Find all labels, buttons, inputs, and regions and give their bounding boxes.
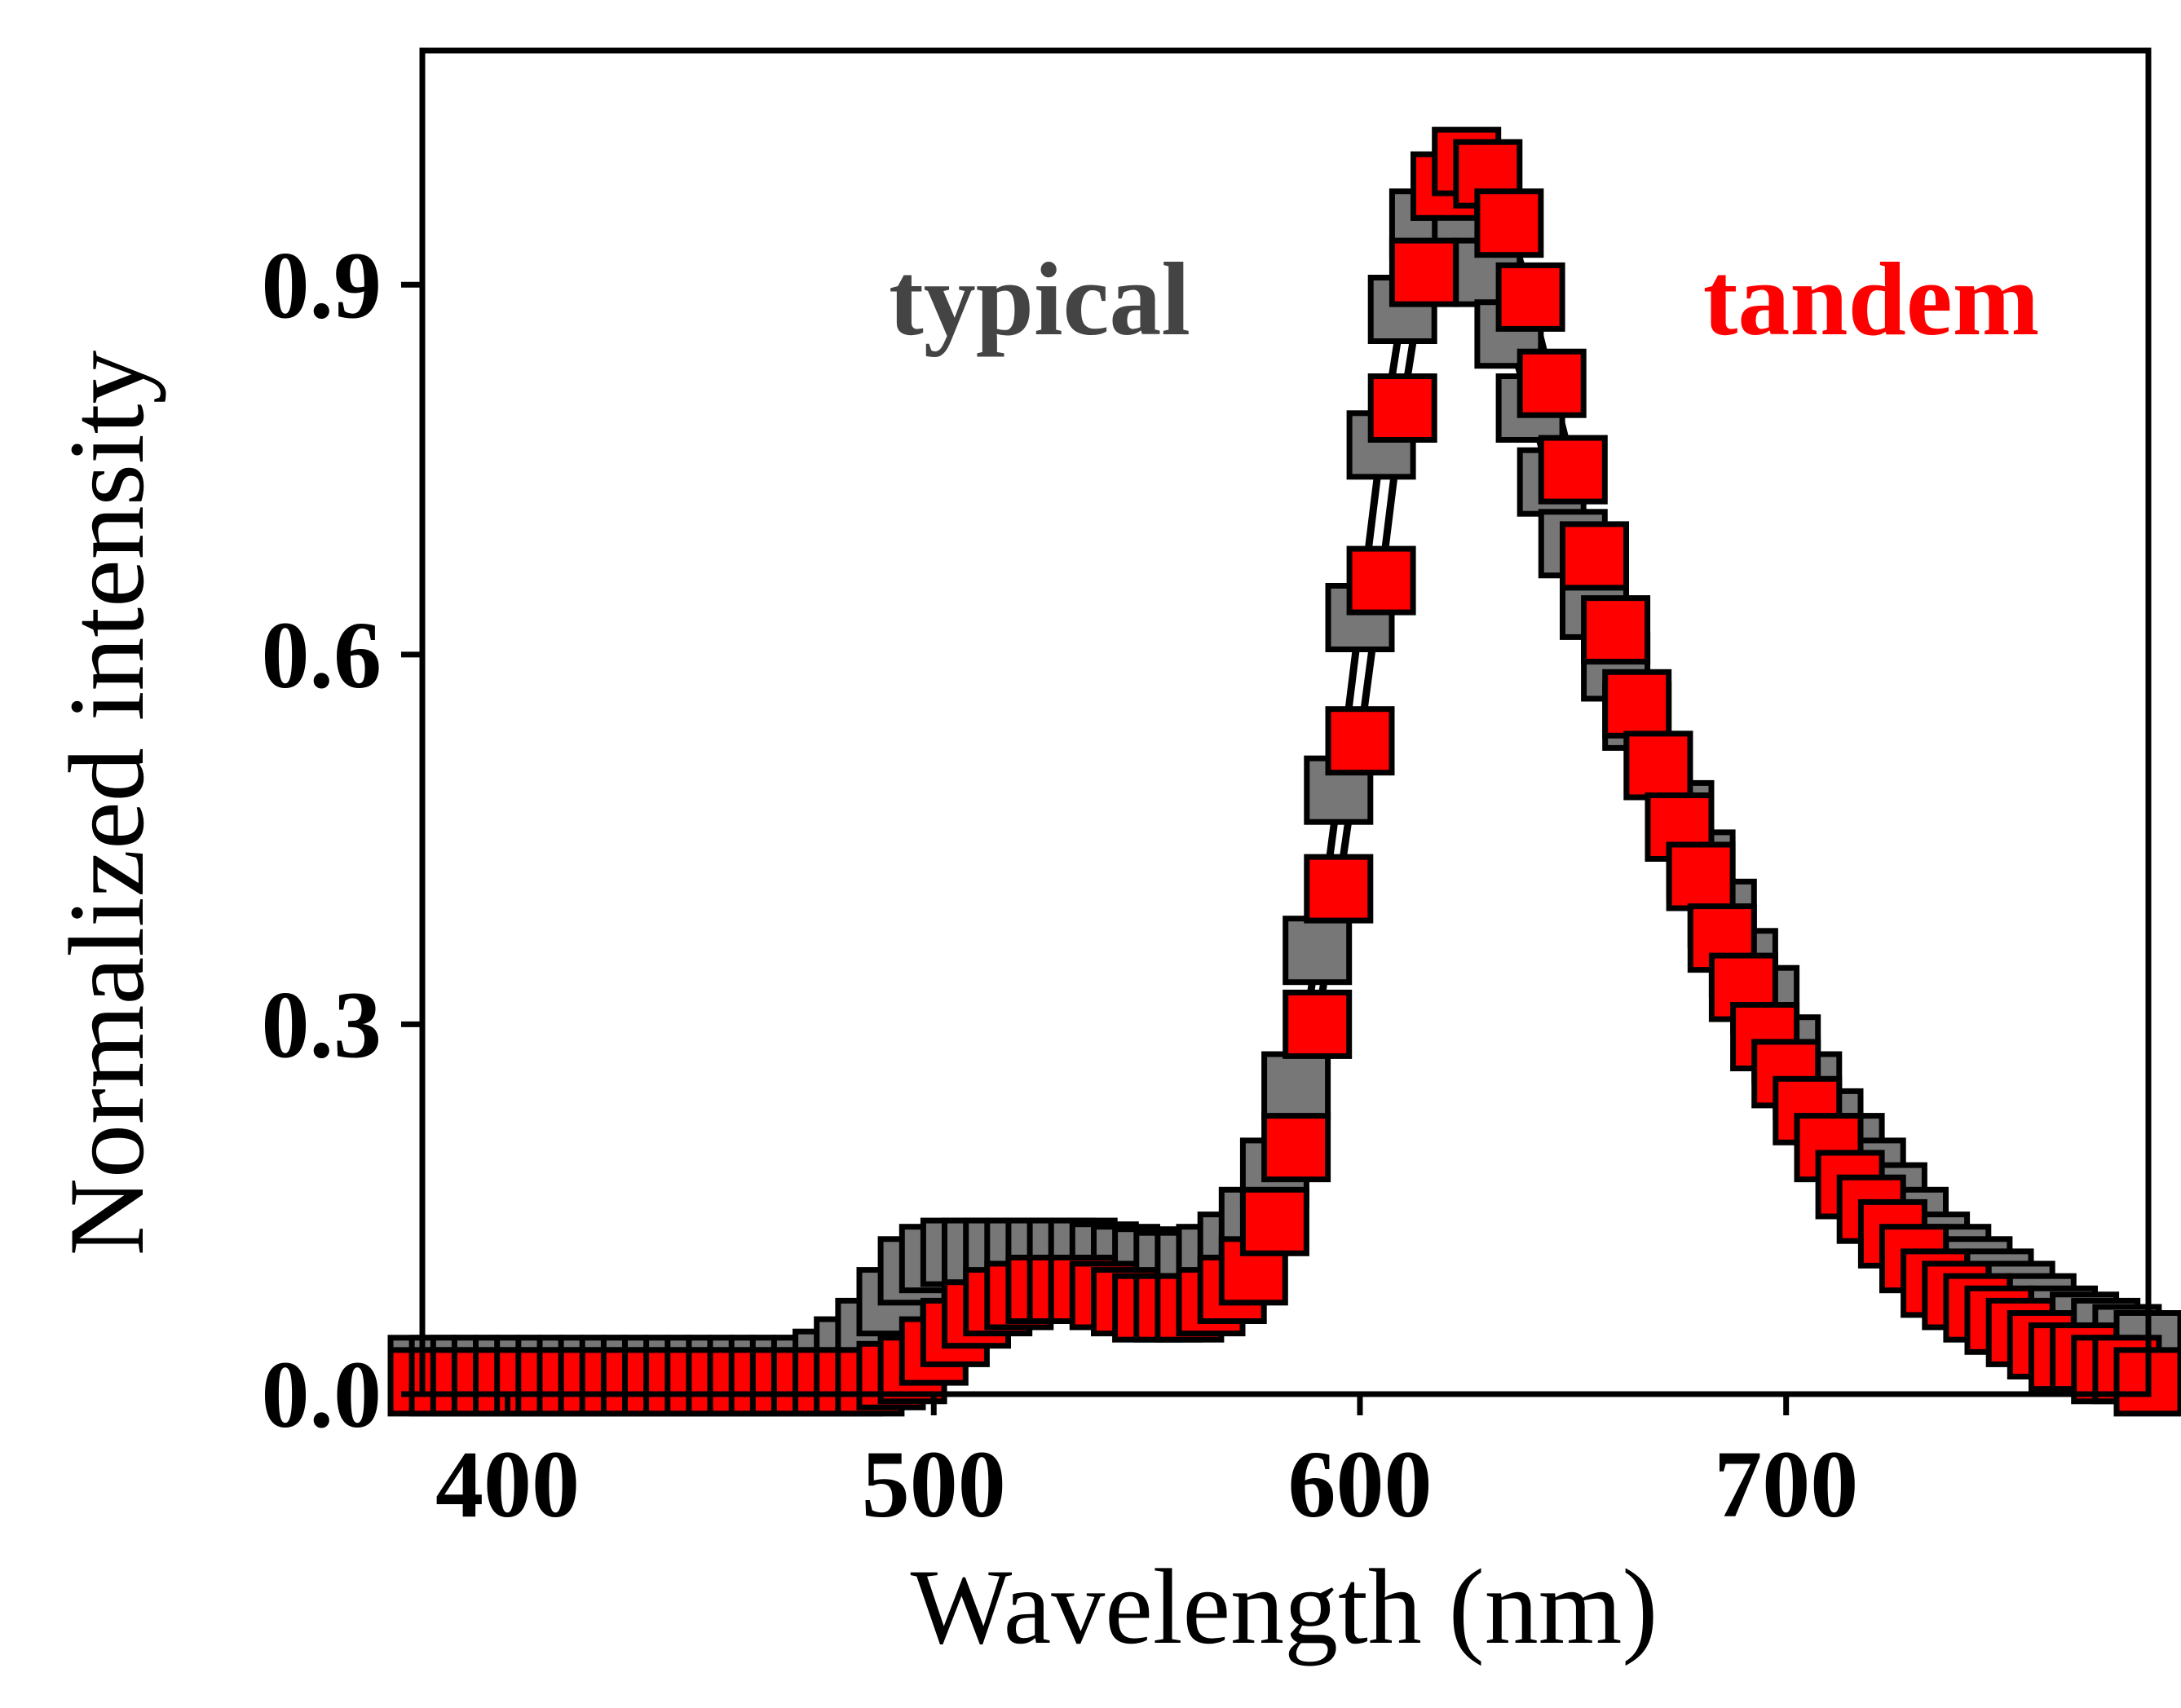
x-tick-label: 700 (1714, 1431, 1858, 1538)
data-point-tandem (1495, 262, 1565, 332)
data-point-tandem (1602, 669, 1672, 739)
x-tick-label: 600 (1287, 1431, 1432, 1538)
x-axis-ticks: 400 500 600 700 (435, 1394, 1858, 1538)
data-point-tandem (1261, 1113, 1331, 1183)
data-point-tandem (1623, 730, 1693, 801)
data-point-tandem (1560, 521, 1629, 591)
series-tandem (387, 126, 2181, 1417)
data-point-tandem (1283, 989, 1353, 1059)
y-tick-label: 0.9 (262, 232, 382, 338)
data-point-tandem (1474, 188, 1544, 258)
y-tick-label: 0.0 (262, 1341, 382, 1448)
y-axis-ticks: 0.0 0.3 0.6 0.9 (262, 232, 422, 1448)
data-point-tandem (1239, 1186, 1309, 1256)
data-point-tandem (1304, 854, 1374, 924)
data-point-tandem (1666, 841, 1736, 911)
data-point-typical (1283, 916, 1353, 986)
y-tick-label: 0.6 (262, 602, 382, 708)
series-label-typical: typical (889, 241, 1190, 357)
data-point-tandem (1389, 237, 1459, 307)
plot-frame (419, 47, 2152, 1397)
y-axis-title: Normalized intensity (46, 351, 166, 1256)
data-point-tandem (1367, 373, 1437, 443)
series-markers (387, 126, 2181, 1417)
data-point-typical (1261, 1051, 1331, 1121)
data-point-tandem (1517, 348, 1587, 418)
x-axis-title: Wavelength (nm) (911, 1547, 1658, 1666)
data-point-tandem (1708, 952, 1778, 1022)
x-tick-label: 500 (862, 1431, 1006, 1538)
data-point-tandem (1325, 706, 1395, 776)
x-tick-label: 400 (435, 1431, 580, 1538)
data-point-tandem (1581, 595, 1651, 665)
data-point-tandem (1346, 545, 1416, 616)
y-tick-label: 0.3 (262, 971, 382, 1078)
axes (419, 47, 2152, 1397)
series-label-tandem: tandem (1703, 241, 2039, 357)
data-point-tandem (1538, 435, 1608, 505)
